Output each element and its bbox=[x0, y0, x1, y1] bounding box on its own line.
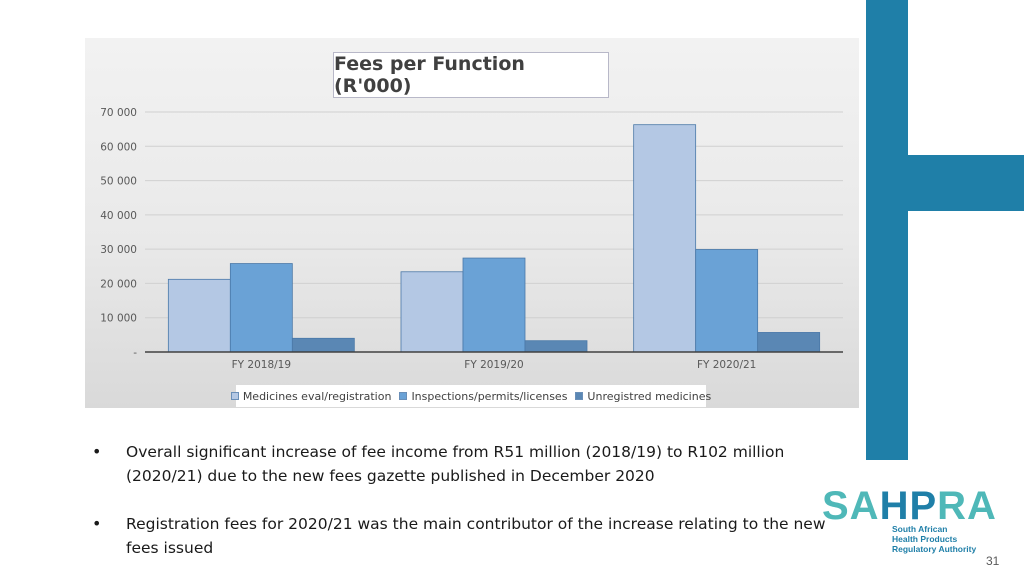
chart-title: Fees per Function (R'000) bbox=[333, 52, 609, 98]
legend-label: Inspections/permits/licenses bbox=[411, 389, 568, 403]
chart-legend: Medicines eval/registration Inspections/p… bbox=[230, 385, 711, 407]
legend-item: Inspections/permits/licenses bbox=[399, 390, 567, 403]
brand-vertical-bar bbox=[866, 0, 908, 460]
logo-subtitle: South African Health Products Regulatory… bbox=[892, 524, 977, 554]
x-tick-label: FY 2020/21 bbox=[697, 359, 756, 371]
y-tick-label: - bbox=[133, 347, 137, 359]
x-tick-label: FY 2018/19 bbox=[232, 359, 291, 371]
legend-label: Medicines eval/registration bbox=[242, 389, 392, 403]
bar bbox=[524, 340, 588, 353]
brand-horizontal-bar bbox=[908, 155, 1024, 211]
bullet-list: • Overall significant increase of fee in… bbox=[92, 440, 832, 584]
y-tick-label: 50 000 bbox=[100, 176, 137, 188]
legend-item: Unregistred medicines bbox=[575, 390, 711, 403]
bullet-marker: • bbox=[92, 442, 102, 461]
bar bbox=[757, 332, 821, 353]
x-tick-label: FY 2019/20 bbox=[464, 359, 523, 371]
bullet-item: • Registration fees for 2020/21 was the … bbox=[92, 512, 832, 560]
y-tick-label: 30 000 bbox=[100, 244, 137, 256]
bar bbox=[462, 257, 526, 353]
bar bbox=[167, 278, 231, 353]
bar bbox=[633, 124, 697, 353]
bar bbox=[291, 337, 355, 353]
y-tick-label: 40 000 bbox=[100, 210, 137, 222]
y-tick-label: 60 000 bbox=[100, 141, 137, 153]
sahpra-logo: SAHPRA South African Health Products Reg… bbox=[822, 486, 996, 558]
logo-wordmark: SAHPRA bbox=[822, 484, 997, 528]
legend-item: Medicines eval/registration bbox=[230, 389, 392, 403]
legend-label: Unregistred medicines bbox=[587, 389, 712, 403]
y-tick-label: 20 000 bbox=[100, 278, 137, 290]
bar bbox=[400, 271, 464, 353]
y-tick-label: 70 000 bbox=[100, 107, 137, 119]
bar-chart: - 10 000 20 000 30 000 40 000 50 000 60 000 70 … bbox=[100, 107, 843, 371]
bar bbox=[229, 263, 293, 353]
legend-swatch bbox=[230, 392, 239, 400]
bullet-text: Overall significant increase of fee inco… bbox=[126, 443, 785, 485]
bar bbox=[695, 249, 759, 353]
bullet-text: Registration fees for 2020/21 was the ma… bbox=[126, 515, 826, 557]
legend-swatch bbox=[575, 392, 584, 400]
y-tick-label: 10 000 bbox=[100, 313, 137, 325]
bullet-item: • Overall significant increase of fee in… bbox=[92, 440, 832, 488]
page-number: 31 bbox=[986, 554, 1000, 568]
legend-swatch bbox=[399, 392, 408, 400]
bullet-marker: • bbox=[92, 514, 102, 533]
